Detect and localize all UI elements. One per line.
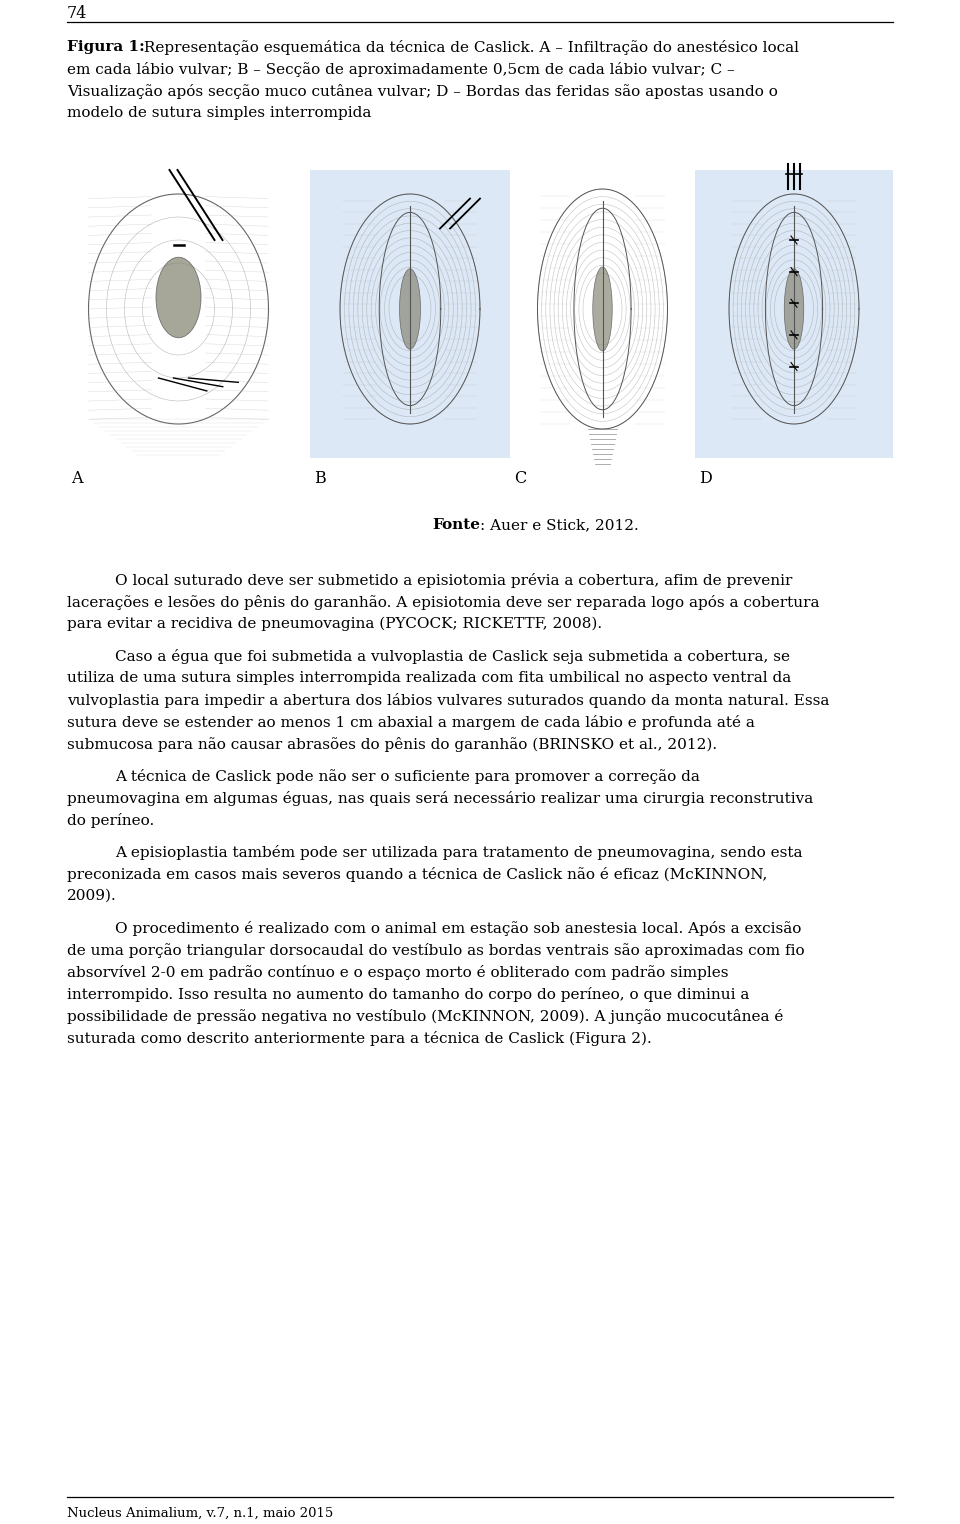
Ellipse shape — [399, 268, 420, 349]
Text: modelo de sutura simples interrompida: modelo de sutura simples interrompida — [67, 107, 372, 120]
Text: B: B — [314, 469, 325, 488]
Text: lacerações e lesões do pênis do garanhão. A episiotomia deve ser reparada logo a: lacerações e lesões do pênis do garanhão… — [67, 594, 820, 610]
Ellipse shape — [784, 268, 804, 349]
Text: de uma porção triangular dorsocaudal do vestíbulo as bordas ventrais são aproxim: de uma porção triangular dorsocaudal do … — [67, 943, 804, 957]
Text: para evitar a recidiva de pneumovagina (PYCOCK; RICKETTF, 2008).: para evitar a recidiva de pneumovagina (… — [67, 617, 602, 631]
Text: utiliza de uma sutura simples interrompida realizada com fita umbilical no aspec: utiliza de uma sutura simples interrompi… — [67, 671, 791, 684]
Text: suturada como descrito anteriormente para a técnica de Caslick (Figura 2).: suturada como descrito anteriormente par… — [67, 1030, 652, 1045]
Text: Nucleus Animalium, v.7, n.1, maio 2015: Nucleus Animalium, v.7, n.1, maio 2015 — [67, 1507, 333, 1519]
Bar — [695, 171, 893, 459]
Text: absorvível 2-0 em padrão contínuo e o espaço morto é obliterado com padrão simpl: absorvível 2-0 em padrão contínuo e o es… — [67, 965, 729, 980]
Ellipse shape — [592, 267, 612, 351]
Text: O local suturado deve ser submetido a episiotomia prévia a cobertura, afim de pr: O local suturado deve ser submetido a ep… — [115, 573, 792, 588]
Text: sutura deve se estender ao menos 1 cm abaxial a margem de cada lábio e profunda : sutura deve se estender ao menos 1 cm ab… — [67, 715, 755, 730]
Text: : Auer e Stick, 2012.: : Auer e Stick, 2012. — [480, 518, 638, 532]
Text: interrompido. Isso resulta no aumento do tamanho do corpo do períneo, o que dimi: interrompido. Isso resulta no aumento do… — [67, 986, 750, 1001]
Text: vulvoplastia para impedir a abertura dos lábios vulvares suturados quando da mon: vulvoplastia para impedir a abertura dos… — [67, 693, 829, 709]
Text: O procedimento é realizado com o animal em estação sob anestesia local. Após a e: O procedimento é realizado com o animal … — [115, 920, 802, 936]
Text: Visualização após secção muco cutânea vulvar; D – Bordas das feridas são apostas: Visualização após secção muco cutânea vu… — [67, 84, 778, 99]
Text: possibilidade de pressão negativa no vestíbulo (McKINNON, 2009). A junção mucocu: possibilidade de pressão negativa no ves… — [67, 1009, 783, 1024]
Text: 2009).: 2009). — [67, 888, 117, 902]
Text: Representação esquemática da técnica de Caslick. A – Infiltração do anestésico l: Representação esquemática da técnica de … — [139, 40, 799, 55]
Text: submucosa para não causar abrasões do pênis do garanhão (BRINSKO et al., 2012).: submucosa para não causar abrasões do pê… — [67, 738, 717, 751]
Text: Figura 1:: Figura 1: — [67, 40, 145, 53]
Text: 74: 74 — [67, 5, 87, 21]
Text: Caso a égua que foi submetida a vulvoplastia de Caslick seja submetida a cobertu: Caso a égua que foi submetida a vulvopla… — [115, 649, 790, 664]
Text: do períneo.: do períneo. — [67, 812, 155, 828]
Text: D: D — [699, 469, 711, 488]
Text: em cada lábio vulvar; B – Secção de aproximadamente 0,5cm de cada lábio vulvar; : em cada lábio vulvar; B – Secção de apro… — [67, 62, 734, 78]
Text: A: A — [71, 469, 83, 488]
Text: pneumovagina em algumas éguas, nas quais será necessário realizar uma cirurgia r: pneumovagina em algumas éguas, nas quais… — [67, 791, 813, 806]
Text: A técnica de Caslick pode não ser o suficiente para promover a correção da: A técnica de Caslick pode não ser o sufi… — [115, 768, 700, 783]
Text: preconizada em casos mais severos quando a técnica de Caslick não é eficaz (McKI: preconizada em casos mais severos quando… — [67, 867, 767, 882]
Text: Fonte: Fonte — [432, 518, 480, 532]
Text: A episioplastia também pode ser utilizada para tratamento de pneumovagina, sendo: A episioplastia também pode ser utilizad… — [115, 844, 803, 860]
Bar — [310, 171, 510, 459]
Text: C: C — [514, 469, 526, 488]
Ellipse shape — [156, 258, 201, 338]
